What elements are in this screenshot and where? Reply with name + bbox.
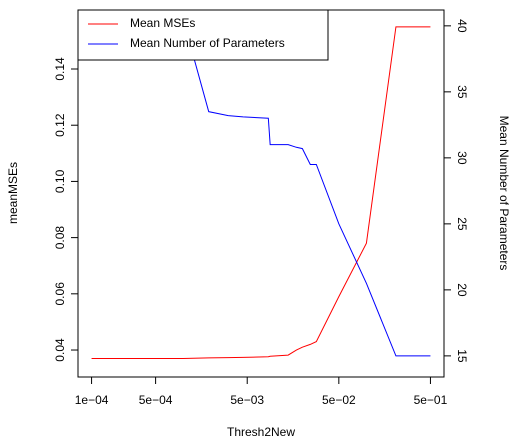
y-tick-label: 0.04 xyxy=(53,338,67,362)
y-tick-label: 0.08 xyxy=(53,226,67,250)
y-tick-label: 0.14 xyxy=(53,57,67,81)
x-axis-label: Thresh2New xyxy=(227,425,295,439)
legend-label: Mean Number of Parameters xyxy=(130,36,285,50)
y-tick-label: 0.10 xyxy=(53,169,67,193)
y2-tick-label: 20 xyxy=(455,283,469,297)
x-tick-label: 5e−03 xyxy=(230,393,264,407)
x-tick-label: 5e−04 xyxy=(139,393,173,407)
plot-box xyxy=(77,9,445,378)
y2-tick-label: 35 xyxy=(455,85,469,99)
y2-tick-label: 25 xyxy=(455,217,469,231)
series-line xyxy=(91,18,431,357)
y-tick-label: 0.06 xyxy=(53,282,67,306)
series-line xyxy=(91,26,431,359)
y2-axis-label: Mean Number of Parameters xyxy=(497,116,511,271)
legend-label: Mean MSEs xyxy=(130,16,195,30)
y-tick-label: 0.12 xyxy=(53,113,67,137)
x-tick-label: 1e−04 xyxy=(75,393,109,407)
x-tick-label: 5e−02 xyxy=(322,393,356,407)
legend-box xyxy=(77,9,329,61)
y2-tick-label: 30 xyxy=(455,151,469,165)
x-tick-label: 5e−01 xyxy=(414,393,448,407)
y-axis-label: meanMSEs xyxy=(6,162,20,224)
y2-tick-label: 15 xyxy=(455,349,469,363)
y2-tick-label: 40 xyxy=(455,19,469,33)
